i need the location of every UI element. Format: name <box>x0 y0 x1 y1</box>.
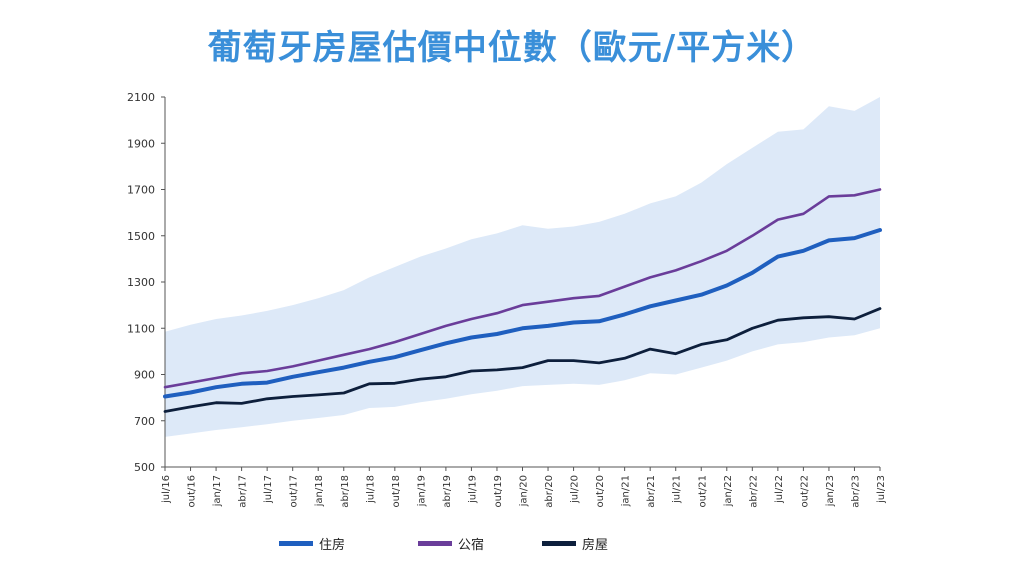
y-tick-label: 1700 <box>127 184 155 197</box>
x-tick-label: out/16 <box>187 475 198 507</box>
legend-item-housing: 住房 <box>279 534 345 553</box>
x-tick-label: out/19 <box>493 475 504 507</box>
x-tick-label: jan/20 <box>519 475 530 507</box>
y-tick-label: 1300 <box>127 276 155 289</box>
x-tick-label: jul/23 <box>876 475 887 504</box>
x-tick-label: jul/17 <box>263 475 274 504</box>
legend-item-houses: 房屋 <box>542 534 608 553</box>
x-tick-label: out/21 <box>697 475 708 507</box>
x-tick-label: jan/22 <box>723 475 734 507</box>
x-tick-label: jan/21 <box>621 475 632 507</box>
legend-swatch-apartments <box>418 541 452 546</box>
y-tick-label: 900 <box>134 369 155 382</box>
series-line-apartments <box>163 188 882 389</box>
x-tick-label: abr/18 <box>340 475 351 508</box>
legend-swatch-houses <box>542 541 576 546</box>
y-tick-label: 700 <box>134 415 155 428</box>
legend-label-houses: 房屋 <box>582 538 609 553</box>
y-tick-label: 2100 <box>127 91 155 104</box>
legend: 住房 公宿 房屋 <box>0 534 1024 554</box>
series-line-housing <box>163 228 882 399</box>
legend-label-apartments: 公宿 <box>458 538 485 553</box>
range-band <box>165 97 880 437</box>
x-tick-label: out/18 <box>391 475 402 507</box>
x-tick-label: jul/21 <box>672 475 683 504</box>
x-tick-label: abr/20 <box>544 475 555 508</box>
legend-item-apartments: 公宿 <box>418 534 484 553</box>
y-tick-label: 500 <box>134 461 155 474</box>
x-tick-label: abr/17 <box>238 475 249 508</box>
y-tick-label: 1900 <box>127 137 155 150</box>
series-line-houses <box>163 307 882 413</box>
x-tick-label: abr/23 <box>850 475 861 508</box>
x-tick-label: jan/17 <box>212 475 223 507</box>
x-tick-label: out/22 <box>799 475 810 507</box>
x-tick-label: abr/19 <box>442 475 453 508</box>
legend-label-housing: 住房 <box>319 538 346 553</box>
x-tick-label: jul/20 <box>570 475 581 504</box>
x-tick-label: out/20 <box>595 475 606 507</box>
x-tick-label: jul/18 <box>365 475 376 504</box>
y-tick-label: 1500 <box>127 230 155 243</box>
x-tick-label: out/17 <box>289 475 300 507</box>
x-tick-label: abr/22 <box>748 475 759 508</box>
chart-title: 葡萄牙房屋估價中位數（歐元/平方米） <box>207 28 817 68</box>
x-tick-label: jan/19 <box>416 475 427 507</box>
x-tick-label: jan/23 <box>825 475 836 507</box>
legend-swatch-housing <box>279 541 313 546</box>
y-tick-label: 1100 <box>127 322 155 335</box>
x-tick-label: jan/18 <box>314 475 325 507</box>
x-tick-label: jul/16 <box>161 475 172 504</box>
x-tick-label: jul/19 <box>467 475 478 504</box>
x-tick-label: abr/21 <box>646 475 657 508</box>
x-tick-label: jul/22 <box>774 475 785 504</box>
